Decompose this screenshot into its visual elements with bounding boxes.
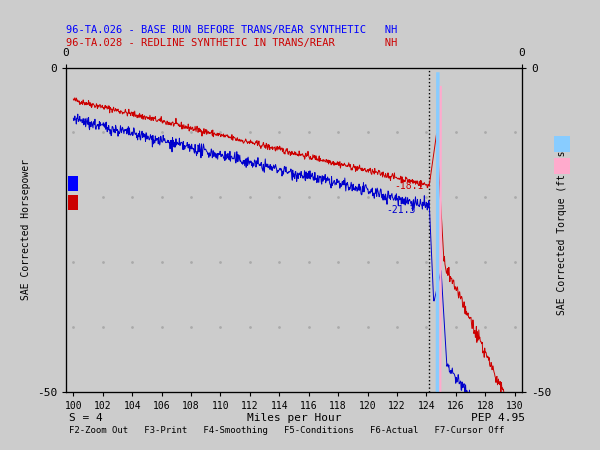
Bar (554, 135, 570, 152)
Text: 96-TA.026 - BASE RUN BEFORE TRANS/REAR SYNTHETIC   NH: 96-TA.026 - BASE RUN BEFORE TRANS/REAR S… (66, 25, 397, 35)
Text: PEP 4.95: PEP 4.95 (471, 413, 525, 423)
Text: S = 4: S = 4 (69, 413, 103, 423)
Text: F2-Zoom Out   F3-Print   F4-Smoothing   F5-Conditions   F6-Actual   F7-Cursor Of: F2-Zoom Out F3-Print F4-Smoothing F5-Con… (69, 426, 505, 435)
Bar (68, 195, 79, 210)
Text: 96-TA.028 - REDLINE SYNTHETIC IN TRANS/REAR        NH: 96-TA.028 - REDLINE SYNTHETIC IN TRANS/R… (66, 38, 397, 48)
Bar (68, 176, 79, 191)
Y-axis label: SAE Corrected Torque (ft-lbs): SAE Corrected Torque (ft-lbs) (557, 144, 567, 315)
Y-axis label: SAE Corrected Horsepower: SAE Corrected Horsepower (21, 159, 31, 300)
Text: -18.1: -18.1 (394, 181, 424, 191)
Bar (554, 158, 570, 175)
Text: Miles per Hour: Miles per Hour (247, 413, 341, 423)
Text: -21.3: -21.3 (386, 205, 416, 215)
